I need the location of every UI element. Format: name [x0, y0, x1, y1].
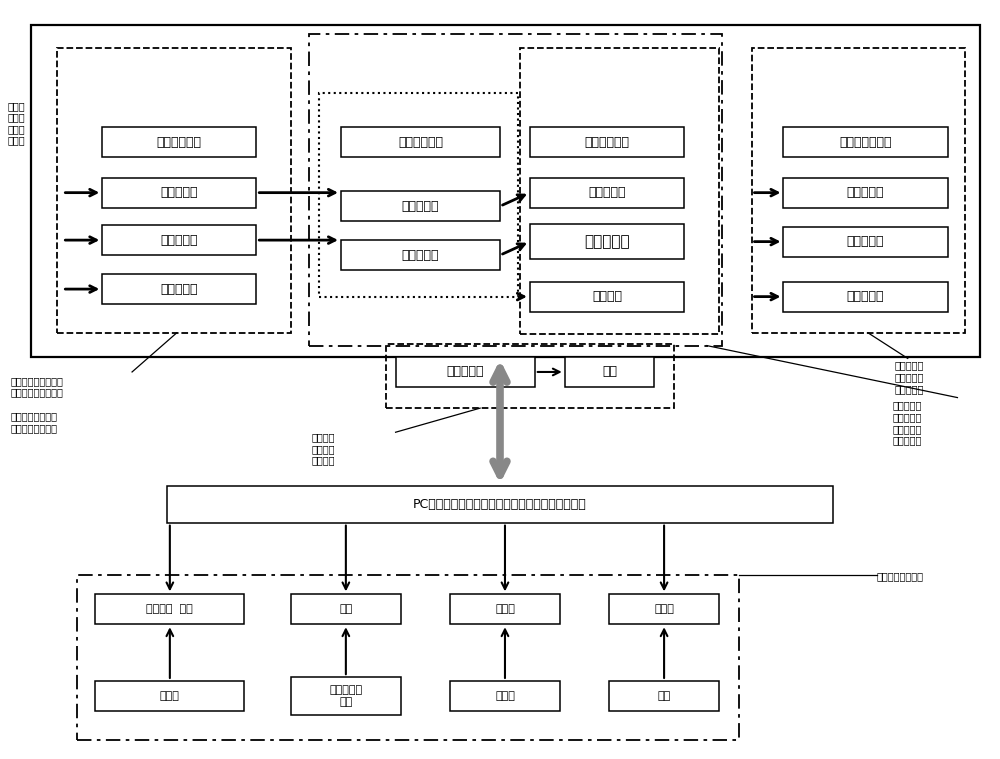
Text: 温度传感器: 温度传感器	[402, 200, 439, 213]
Text: 加热线圈  功率: 加热线圈 功率	[146, 604, 193, 614]
Text: 系统总重量: 系统总重量	[446, 366, 484, 379]
FancyBboxPatch shape	[530, 225, 684, 259]
Text: 台秤: 台秤	[602, 366, 617, 379]
Text: 干衣机进气口空气温
湿度及流速测试模块: 干衣机进气口空气温 湿度及流速测试模块	[11, 376, 64, 397]
FancyBboxPatch shape	[783, 127, 948, 157]
FancyBboxPatch shape	[341, 240, 500, 270]
Text: 平台各
部位各
参数测
试系统: 平台各 部位各 参数测 试系统	[8, 101, 25, 146]
FancyBboxPatch shape	[530, 127, 684, 157]
FancyBboxPatch shape	[291, 594, 401, 625]
FancyBboxPatch shape	[783, 282, 948, 312]
Text: 变频器（转
速）: 变频器（转 速）	[329, 685, 362, 707]
FancyBboxPatch shape	[341, 191, 500, 222]
Text: 温度传感器: 温度传感器	[584, 234, 630, 249]
Text: PC机（各参数设定界面、显示、储存、处理分析）: PC机（各参数设定界面、显示、储存、处理分析）	[413, 498, 587, 511]
Text: 干衣机滚筒
进出口空气
温湿度及流
速测控模块: 干衣机滚筒 进出口空气 温湿度及流 速测控模块	[893, 401, 922, 446]
Text: 风速传感器: 风速传感器	[161, 234, 198, 247]
FancyBboxPatch shape	[102, 225, 256, 255]
Text: 风速传感器: 风速传感器	[847, 186, 884, 199]
Text: 风速传感器: 风速传感器	[402, 249, 439, 262]
Text: 干衣机内织物烘干
程度双层测控模块: 干衣机内织物烘干 程度双层测控模块	[11, 411, 58, 433]
Text: 干衣机织
物含水率
测控模块: 干衣机织 物含水率 测控模块	[311, 432, 335, 465]
Text: 温度传感器: 温度传感器	[847, 235, 884, 248]
FancyBboxPatch shape	[530, 282, 684, 312]
Text: 排气管出口空气: 排气管出口空气	[839, 136, 892, 149]
FancyBboxPatch shape	[609, 681, 719, 711]
FancyBboxPatch shape	[95, 594, 244, 625]
Text: 平台反馈控制变量: 平台反馈控制变量	[877, 572, 924, 581]
FancyBboxPatch shape	[102, 127, 256, 157]
FancyBboxPatch shape	[396, 357, 535, 387]
Text: 干衣机进气口: 干衣机进气口	[157, 136, 202, 149]
Text: 变频器: 变频器	[495, 691, 515, 701]
FancyBboxPatch shape	[450, 594, 560, 625]
FancyBboxPatch shape	[783, 178, 948, 208]
FancyBboxPatch shape	[102, 178, 256, 208]
FancyBboxPatch shape	[341, 127, 500, 157]
Text: 电机: 电机	[339, 604, 352, 614]
FancyBboxPatch shape	[102, 274, 256, 304]
FancyBboxPatch shape	[530, 178, 684, 208]
Text: 鼓风机: 鼓风机	[495, 604, 515, 614]
Text: 风速传感器: 风速传感器	[588, 186, 626, 199]
Text: 滚筒出口空气: 滚筒出口空气	[584, 136, 629, 149]
Text: 温度传感器: 温度传感器	[161, 186, 198, 199]
FancyBboxPatch shape	[783, 226, 948, 257]
Text: 湿度传感器: 湿度传感器	[847, 290, 884, 303]
Text: 含水率: 含水率	[654, 604, 674, 614]
Text: 湿度传感器: 湿度传感器	[161, 282, 198, 295]
Text: 湿度传感: 湿度传感	[592, 290, 622, 303]
Text: 台秤: 台秤	[657, 691, 671, 701]
FancyBboxPatch shape	[609, 594, 719, 625]
FancyBboxPatch shape	[565, 357, 654, 387]
FancyBboxPatch shape	[167, 487, 833, 523]
Text: 滚筒入口空气: 滚筒入口空气	[398, 136, 443, 149]
Text: 变压器: 变压器	[160, 691, 180, 701]
FancyBboxPatch shape	[291, 677, 401, 715]
FancyBboxPatch shape	[95, 681, 244, 711]
Text: 干衣机排气
管空气温湿
度测控模块: 干衣机排气 管空气温湿 度测控模块	[895, 361, 924, 394]
FancyBboxPatch shape	[450, 681, 560, 711]
